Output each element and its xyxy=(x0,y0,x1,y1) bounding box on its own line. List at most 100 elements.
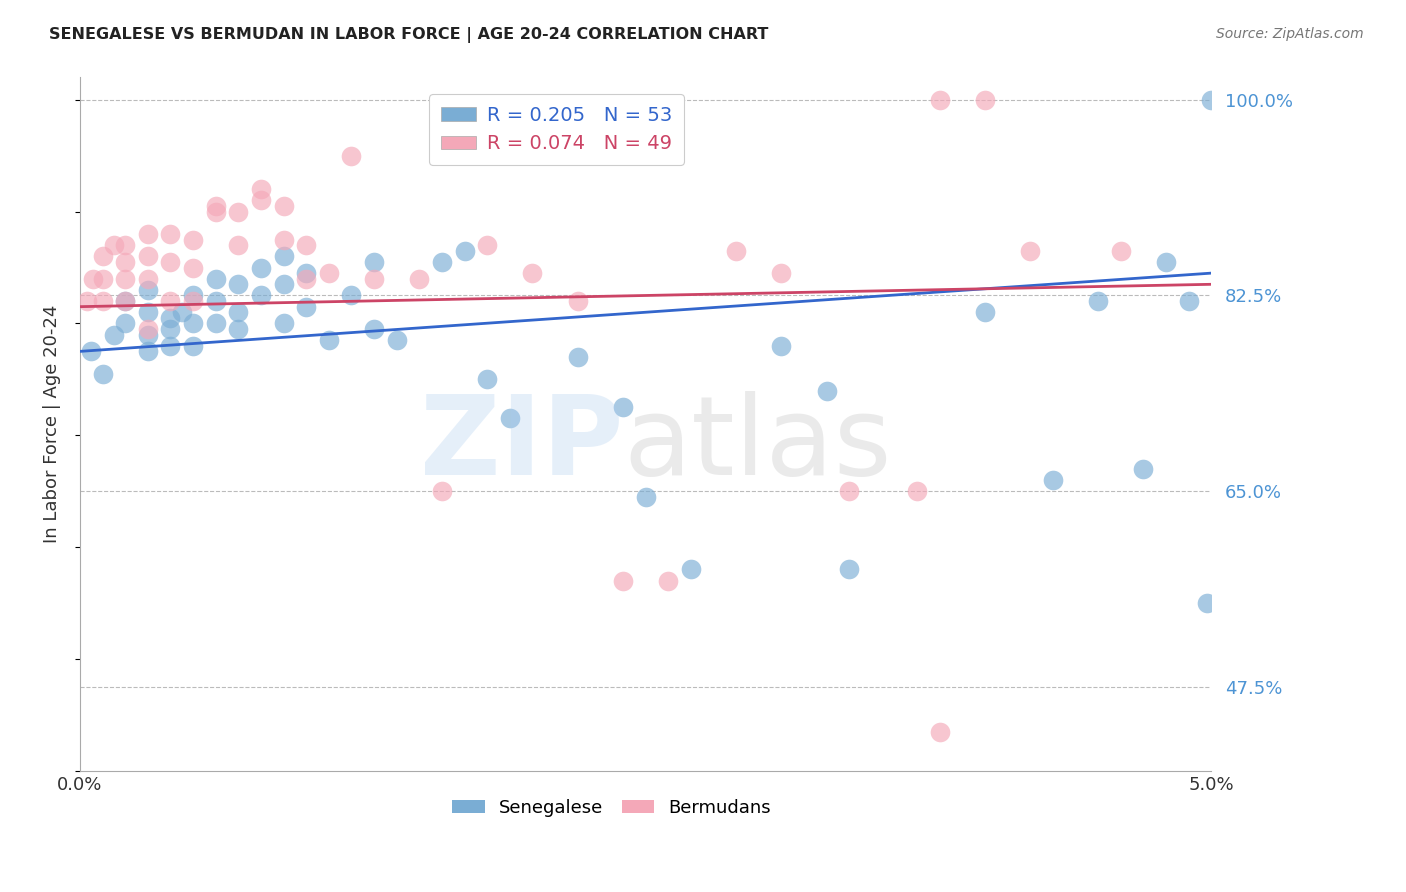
Point xyxy=(159,255,181,269)
Point xyxy=(430,255,453,269)
Point xyxy=(1132,462,1154,476)
Point xyxy=(1154,255,1177,269)
Point xyxy=(136,249,159,263)
Point xyxy=(159,310,181,325)
Y-axis label: In Labor Force | Age 20-24: In Labor Force | Age 20-24 xyxy=(44,305,60,543)
Point xyxy=(974,305,997,319)
Legend: Senegalese, Bermudans: Senegalese, Bermudans xyxy=(446,791,779,824)
Point xyxy=(91,249,114,263)
Point xyxy=(91,294,114,309)
Point xyxy=(477,238,499,252)
Point xyxy=(273,249,295,263)
Point xyxy=(181,339,204,353)
Point xyxy=(657,574,679,588)
Point xyxy=(318,266,340,280)
Point xyxy=(136,322,159,336)
Point xyxy=(181,260,204,275)
Text: atlas: atlas xyxy=(623,392,891,499)
Point xyxy=(725,244,748,258)
Point xyxy=(1195,596,1218,610)
Point xyxy=(838,484,860,499)
Point xyxy=(928,93,950,107)
Point xyxy=(159,294,181,309)
Point xyxy=(204,317,226,331)
Point xyxy=(363,322,385,336)
Point xyxy=(408,271,430,285)
Point xyxy=(273,317,295,331)
Point xyxy=(499,411,522,425)
Point xyxy=(136,227,159,241)
Point xyxy=(1042,473,1064,487)
Point xyxy=(340,149,363,163)
Text: ZIP: ZIP xyxy=(419,392,623,499)
Point xyxy=(114,317,136,331)
Point xyxy=(679,562,702,576)
Point xyxy=(136,271,159,285)
Text: SENEGALESE VS BERMUDAN IN LABOR FORCE | AGE 20-24 CORRELATION CHART: SENEGALESE VS BERMUDAN IN LABOR FORCE | … xyxy=(49,27,769,43)
Point xyxy=(815,384,838,398)
Point xyxy=(114,294,136,309)
Point xyxy=(114,294,136,309)
Point xyxy=(170,305,193,319)
Point xyxy=(226,322,249,336)
Point xyxy=(204,294,226,309)
Point xyxy=(136,283,159,297)
Point xyxy=(250,260,273,275)
Point xyxy=(226,204,249,219)
Point xyxy=(91,271,114,285)
Point xyxy=(273,277,295,292)
Text: Source: ZipAtlas.com: Source: ZipAtlas.com xyxy=(1216,27,1364,41)
Point xyxy=(114,255,136,269)
Point xyxy=(103,327,125,342)
Point xyxy=(363,255,385,269)
Point xyxy=(453,244,475,258)
Point xyxy=(295,271,318,285)
Point xyxy=(905,484,928,499)
Point xyxy=(1019,244,1042,258)
Point xyxy=(82,271,104,285)
Point xyxy=(181,317,204,331)
Point xyxy=(1201,93,1223,107)
Point xyxy=(295,266,318,280)
Point xyxy=(974,93,997,107)
Point xyxy=(770,266,793,280)
Point xyxy=(522,266,544,280)
Point xyxy=(114,271,136,285)
Point xyxy=(204,271,226,285)
Point xyxy=(136,327,159,342)
Point xyxy=(363,271,385,285)
Point xyxy=(181,294,204,309)
Point xyxy=(226,305,249,319)
Point xyxy=(567,350,589,364)
Point xyxy=(838,562,860,576)
Point xyxy=(273,233,295,247)
Point xyxy=(114,238,136,252)
Point xyxy=(1109,244,1132,258)
Point xyxy=(1177,294,1199,309)
Point xyxy=(318,333,340,347)
Point xyxy=(76,294,98,309)
Point xyxy=(204,204,226,219)
Point xyxy=(634,490,657,504)
Point xyxy=(770,339,793,353)
Point xyxy=(136,344,159,359)
Point xyxy=(1087,294,1109,309)
Point xyxy=(80,344,103,359)
Point xyxy=(567,294,589,309)
Point xyxy=(204,199,226,213)
Point xyxy=(612,401,634,415)
Point xyxy=(226,238,249,252)
Point xyxy=(159,339,181,353)
Point xyxy=(181,288,204,302)
Point xyxy=(612,574,634,588)
Point xyxy=(181,233,204,247)
Point xyxy=(159,322,181,336)
Point xyxy=(226,277,249,292)
Point xyxy=(159,227,181,241)
Point xyxy=(136,305,159,319)
Point xyxy=(295,300,318,314)
Point xyxy=(273,199,295,213)
Point xyxy=(250,194,273,208)
Point xyxy=(250,288,273,302)
Point xyxy=(250,182,273,196)
